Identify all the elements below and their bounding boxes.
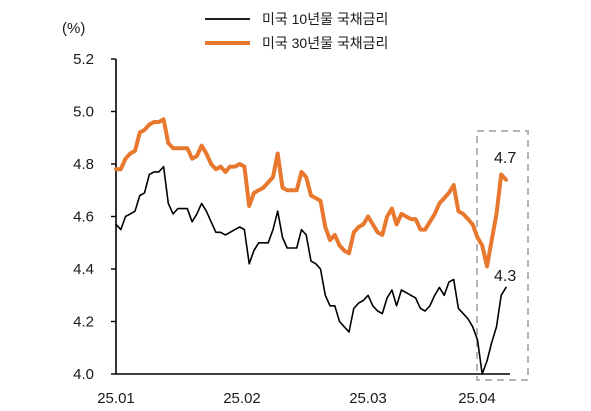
highlight-box xyxy=(476,130,529,381)
legend-label-10y: 미국 10년물 국채금리 xyxy=(262,11,388,27)
legend: 미국 10년물 국채금리 미국 30년물 국채금리 xyxy=(205,11,388,51)
series-layer xyxy=(114,117,508,375)
y-axis-ticks: 4.0 4.2 4.4 4.6 4.8 5.0 5.2 xyxy=(73,51,116,383)
x-tick-label: 25.02 xyxy=(223,390,261,407)
y-axis-unit-label: (%) xyxy=(62,20,85,37)
annotation-10y-value: 4.3 xyxy=(494,268,516,285)
x-tick-label: 25.01 xyxy=(97,390,135,407)
x-tick-label: 25.03 xyxy=(349,390,387,407)
y-tick-label: 4.6 xyxy=(73,209,94,226)
y-tick-label: 4.2 xyxy=(73,314,94,331)
legend-label-30y: 미국 30년물 국채금리 xyxy=(262,35,388,51)
y-tick-label: 4.8 xyxy=(73,156,94,173)
y-tick-label: 4.4 xyxy=(73,261,94,278)
series-line-10y xyxy=(115,165,507,375)
x-axis-ticks: 25.01 25.02 25.03 25.04 xyxy=(97,390,496,407)
series-line-30y xyxy=(114,117,508,269)
y-tick-label: 5.0 xyxy=(73,104,94,121)
y-tick-label: 4.0 xyxy=(73,366,94,383)
annotation-30y-value: 4.7 xyxy=(494,150,516,167)
x-tick-label: 25.04 xyxy=(458,390,496,407)
y-tick-label: 5.2 xyxy=(73,51,94,68)
